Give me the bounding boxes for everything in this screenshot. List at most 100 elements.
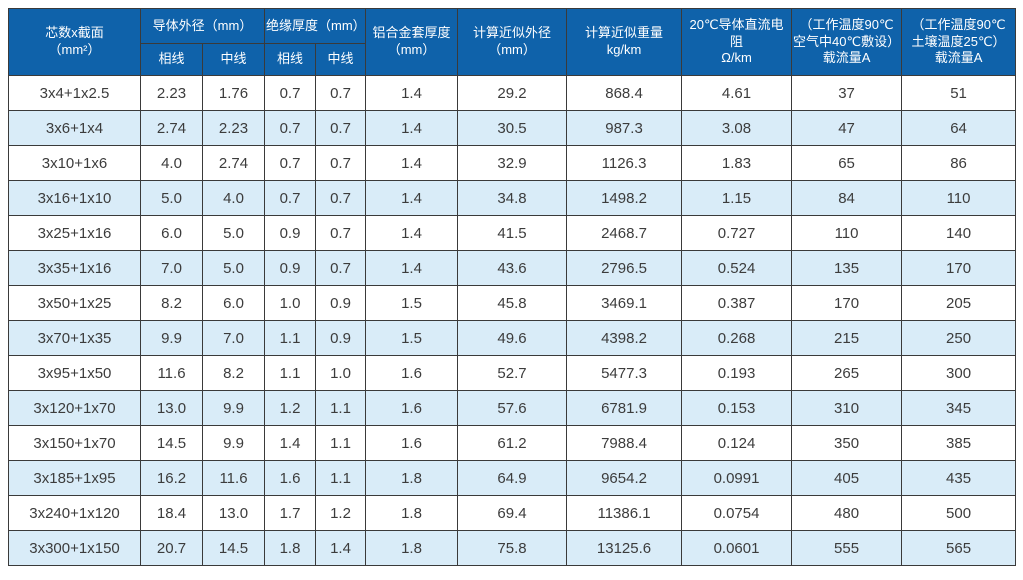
header-ampacity-soil-line2: 土壤温度25℃） (911, 33, 1006, 49)
header-insulation-phase: 相线 (264, 43, 317, 76)
value-cell: 1.5 (365, 285, 459, 321)
table-row: 3x150+1x70 14.5 9.9 1.4 1.1 1.6 61.2 7988.4 0.12… (8, 425, 1017, 461)
value-cell: 11.6 (140, 355, 203, 391)
value-cell: 1.6 (365, 425, 459, 461)
value-cell: 52.7 (457, 355, 568, 391)
cable-spec-table: 芯数x截面 （mm²） 导体外径（mm） 绝缘厚度（mm） 铝合金套厚度 （mm… (8, 8, 1017, 566)
table-row: 3x185+1x95 16.2 11.6 1.6 1.1 1.8 64.9 9654.2 0.0… (8, 460, 1017, 496)
header-weight: 计算近似重量 kg/km (566, 8, 683, 76)
header-sheath: 铝合金套厚度 （mm） (365, 8, 459, 76)
table-row: 3x4+1x2.5 2.23 1.76 0.7 0.7 1.4 29.2 868.4 4.61 3… (8, 75, 1017, 111)
table-row: 3x16+1x10 5.0 4.0 0.7 0.7 1.4 34.8 1498.2 1.15 84… (8, 180, 1017, 216)
header-ampacity-air-line1: （工作温度90℃ (799, 16, 894, 32)
header-ampacity-air-line3: 载流量A (822, 50, 871, 66)
value-cell: 987.3 (566, 110, 683, 146)
header-sheath-line1: 铝合金套厚度 (372, 25, 451, 41)
value-cell: 4.61 (681, 75, 793, 111)
value-cell: 435 (901, 460, 1017, 496)
value-cell: 0.0991 (681, 460, 793, 496)
value-cell: 0.153 (681, 390, 793, 426)
value-cell: 0.524 (681, 250, 793, 286)
value-cell: 0.7 (315, 215, 367, 251)
value-cell: 4398.2 (566, 320, 683, 356)
table-row: 3x70+1x35 9.9 7.0 1.1 0.9 1.5 49.6 4398.2 0.268 2… (8, 320, 1017, 356)
value-cell: 1.2 (264, 390, 317, 426)
value-cell: 0.7 (264, 180, 317, 216)
value-cell: 69.4 (457, 495, 568, 531)
core-size-cell: 3x120+1x70 (8, 390, 141, 426)
value-cell: 0.0601 (681, 530, 793, 566)
value-cell: 0.387 (681, 285, 793, 321)
header-weight-line1: 计算近似重量 (585, 25, 664, 41)
value-cell: 0.7 (264, 75, 317, 111)
value-cell: 8.2 (140, 285, 203, 321)
header-core-section: 芯数x截面 （mm²） (8, 8, 141, 76)
value-cell: 500 (901, 495, 1017, 531)
core-size-cell: 3x4+1x2.5 (8, 75, 141, 111)
value-cell: 14.5 (201, 530, 266, 566)
value-cell: 11386.1 (566, 495, 683, 531)
core-size-cell: 3x25+1x16 (8, 215, 141, 251)
value-cell: 11.6 (201, 460, 266, 496)
value-cell: 5477.3 (566, 355, 683, 391)
value-cell: 1.4 (365, 145, 459, 181)
header-conductor-od: 导体外径（mm） (139, 8, 266, 44)
value-cell: 3.08 (681, 110, 793, 146)
value-cell: 6.0 (201, 285, 266, 321)
core-size-cell: 3x300+1x150 (8, 530, 141, 566)
value-cell: 0.268 (681, 320, 793, 356)
header-ampacity-air-line2: 空气中40℃敷设） (793, 33, 901, 49)
table-header: 芯数x截面 （mm²） 导体外径（mm） 绝缘厚度（mm） 铝合金套厚度 （mm… (8, 8, 1017, 76)
value-cell: 65 (791, 145, 903, 181)
value-cell: 1.4 (365, 75, 459, 111)
core-size-cell: 3x50+1x25 (8, 285, 141, 321)
table-row: 3x25+1x16 6.0 5.0 0.9 0.7 1.4 41.5 2468.7 0.727 1… (8, 215, 1017, 251)
header-conductor-neutral: 中线 (201, 43, 266, 76)
value-cell: 2468.7 (566, 215, 683, 251)
value-cell: 1.7 (264, 495, 317, 531)
value-cell: 18.4 (140, 495, 203, 531)
value-cell: 1.6 (264, 460, 317, 496)
value-cell: 215 (791, 320, 903, 356)
core-size-cell: 3x240+1x120 (8, 495, 141, 531)
value-cell: 110 (901, 180, 1017, 216)
value-cell: 1.2 (315, 495, 367, 531)
header-ampacity-air: （工作温度90℃ 空气中40℃敷设） 载流量A (791, 8, 903, 76)
value-cell: 0.727 (681, 215, 793, 251)
value-cell: 0.7 (315, 145, 367, 181)
value-cell: 2.74 (201, 145, 266, 181)
value-cell: 0.9 (264, 250, 317, 286)
value-cell: 13.0 (140, 390, 203, 426)
value-cell: 0.0754 (681, 495, 793, 531)
value-cell: 34.8 (457, 180, 568, 216)
value-cell: 1.1 (315, 390, 367, 426)
value-cell: 0.124 (681, 425, 793, 461)
core-size-cell: 3x70+1x35 (8, 320, 141, 356)
value-cell: 41.5 (457, 215, 568, 251)
core-size-cell: 3x95+1x50 (8, 355, 141, 391)
value-cell: 2.23 (201, 110, 266, 146)
value-cell: 45.8 (457, 285, 568, 321)
value-cell: 1.15 (681, 180, 793, 216)
header-approx-od-line2: （mm） (488, 42, 536, 57)
value-cell: 37 (791, 75, 903, 111)
core-size-cell: 3x16+1x10 (8, 180, 141, 216)
value-cell: 350 (791, 425, 903, 461)
header-resistance: 20℃导体直流电阻 Ω/km (681, 8, 793, 76)
value-cell: 565 (901, 530, 1017, 566)
value-cell: 13125.6 (566, 530, 683, 566)
value-cell: 7.0 (201, 320, 266, 356)
table-body: 3x4+1x2.5 2.23 1.76 0.7 0.7 1.4 29.2 868.4 4.61 3… (8, 75, 1017, 566)
value-cell: 5.0 (140, 180, 203, 216)
value-cell: 1.1 (264, 320, 317, 356)
value-cell: 170 (791, 285, 903, 321)
value-cell: 405 (791, 460, 903, 496)
value-cell: 1.4 (365, 180, 459, 216)
value-cell: 6.0 (140, 215, 203, 251)
value-cell: 0.9 (264, 215, 317, 251)
value-cell: 9654.2 (566, 460, 683, 496)
value-cell: 61.2 (457, 425, 568, 461)
value-cell: 110 (791, 215, 903, 251)
value-cell: 49.6 (457, 320, 568, 356)
value-cell: 1498.2 (566, 180, 683, 216)
